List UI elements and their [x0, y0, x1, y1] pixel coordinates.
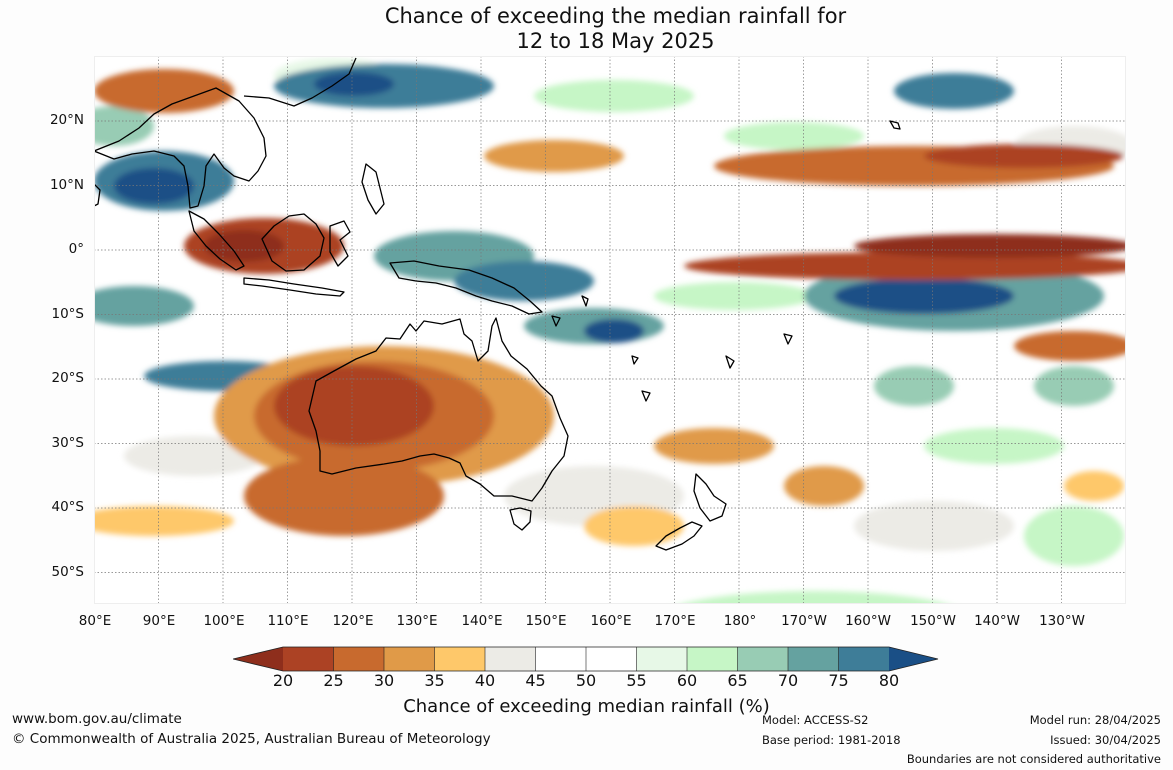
boundaries-disclaimer: Boundaries are not considered authoritat… — [906, 752, 1161, 766]
colorbar-tick-label: 50 — [575, 671, 597, 690]
colorbar-tick-label: 20 — [272, 671, 294, 690]
lat-tick: 10°S — [51, 306, 85, 322]
colorbar-title: Chance of exceeding median rainfall (%) — [403, 696, 770, 717]
lon-tick: 90°E — [142, 613, 176, 629]
colorbar-tick-label: 80 — [878, 671, 900, 690]
colorbar-swatch — [233, 647, 283, 671]
colorbar-tick-label: 30 — [373, 671, 395, 690]
lat-tick: 50°S — [51, 564, 85, 580]
map-title-line1: Chance of exceeding the median rainfall … — [384, 4, 847, 28]
coastlines — [94, 57, 901, 551]
colorbar-swatch — [788, 647, 839, 671]
colorbar-swatch — [283, 647, 334, 671]
colorbar-swatch — [434, 647, 485, 671]
colorbar-tick-label: 40 — [474, 671, 496, 690]
graticule — [94, 56, 1126, 604]
lon-tick: 130°E — [396, 613, 438, 629]
lon-tick: 130°W — [1039, 613, 1085, 629]
lat-tick: 40°S — [51, 499, 85, 515]
colorbar-swatch — [889, 647, 938, 671]
lon-tick: 140°E — [461, 613, 503, 629]
lon-tick: 140°W — [974, 613, 1020, 629]
colorbar-tick-label: 25 — [323, 671, 344, 690]
colorbar-swatch — [384, 647, 435, 671]
lon-tick: 180° — [723, 613, 757, 629]
colorbar-tick-label: 45 — [525, 671, 546, 690]
lon-tick: 110°E — [267, 613, 309, 629]
lon-tick: 150°E — [525, 613, 567, 629]
lon-tick: 150°W — [910, 613, 956, 629]
rainfall-map — [94, 56, 1126, 604]
colorbar-swatch — [485, 647, 536, 671]
colorbar-swatch — [333, 647, 384, 671]
website-link[interactable]: www.bom.gov.au/climate — [12, 711, 182, 727]
rainfall-map-plot — [94, 56, 1126, 604]
colorbar — [233, 646, 939, 672]
lon-tick: 170°W — [781, 613, 827, 629]
colorbar-swatch — [586, 647, 637, 671]
colorbar-tick-label: 60 — [676, 671, 698, 690]
colorbar-swatch — [636, 647, 687, 671]
rainfall-probability-field — [94, 58, 1126, 604]
lon-tick: 170°E — [654, 613, 696, 629]
lon-tick: 160°W — [845, 613, 891, 629]
lon-tick: 120°E — [332, 613, 374, 629]
lat-tick: 20°S — [51, 370, 85, 386]
map-title-line2: 12 to 18 May 2025 — [516, 29, 715, 53]
lat-tick: 10°N — [49, 177, 84, 193]
lat-tick: 30°S — [51, 435, 85, 451]
colorbar-swatch — [838, 647, 889, 671]
model-name: Model: ACCESS-S2 — [762, 713, 869, 727]
base-period: Base period: 1981-2018 — [762, 733, 901, 747]
lon-tick: 100°E — [203, 613, 245, 629]
colorbar-tick-label: 65 — [727, 671, 748, 690]
colorbar-tick-label: 55 — [626, 671, 647, 690]
colorbar-tick-label: 35 — [424, 671, 445, 690]
model-run-date: Model run: 28/04/2025 — [1029, 713, 1161, 727]
lon-tick: 160°E — [590, 613, 632, 629]
lat-tick: 20°N — [49, 112, 84, 128]
colorbar-swatch — [687, 647, 738, 671]
colorbar-tick-label: 70 — [777, 671, 799, 690]
copyright-notice: © Commonwealth of Australia 2025, Austra… — [12, 731, 491, 747]
colorbar-swatch — [535, 647, 586, 671]
colorbar-tick-label: 75 — [828, 671, 849, 690]
issued-date: Issued: 30/04/2025 — [1050, 733, 1161, 747]
lon-tick: 80°E — [78, 613, 112, 629]
colorbar-swatch — [737, 647, 788, 671]
lat-tick: 0° — [68, 241, 84, 257]
